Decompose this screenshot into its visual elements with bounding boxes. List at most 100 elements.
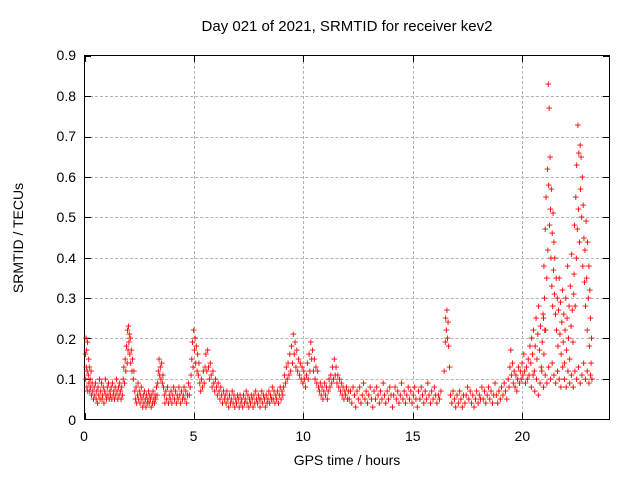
data-point: + xyxy=(168,396,176,410)
data-point: + xyxy=(571,364,579,378)
data-point: + xyxy=(208,380,216,394)
data-point: + xyxy=(231,400,239,414)
data-point: + xyxy=(119,372,127,386)
data-point: + xyxy=(111,380,119,394)
data-point: + xyxy=(477,392,484,406)
data-point: + xyxy=(223,384,231,398)
data-point: + xyxy=(491,376,499,390)
data-point: + xyxy=(234,388,241,402)
data-point: + xyxy=(156,368,163,382)
data-point: + xyxy=(141,384,148,398)
data-point: + xyxy=(383,384,391,398)
data-point: + xyxy=(548,279,556,293)
data-point: + xyxy=(85,352,93,365)
data-point: + xyxy=(348,396,356,410)
data-point: + xyxy=(451,392,458,406)
data-point: + xyxy=(257,392,265,406)
data-point: + xyxy=(344,384,352,398)
data-point: + xyxy=(133,396,141,410)
data-point: + xyxy=(508,368,515,382)
data-point: + xyxy=(105,392,113,406)
data-point: + xyxy=(158,356,165,370)
data-point: + xyxy=(565,331,572,345)
y-gridline xyxy=(85,177,609,178)
data-point: + xyxy=(353,384,361,398)
data-point: + xyxy=(154,376,162,390)
data-point: + xyxy=(436,392,443,406)
data-point: + xyxy=(303,356,311,370)
data-point: + xyxy=(334,368,342,382)
data-point: + xyxy=(138,392,146,406)
data-point: + xyxy=(138,380,145,394)
data-point: + xyxy=(318,380,326,394)
x-gridline xyxy=(412,56,414,419)
x-gridline xyxy=(521,56,523,419)
data-point: + xyxy=(517,372,525,386)
data-point: + xyxy=(517,364,524,378)
data-point: + xyxy=(341,384,349,398)
data-point: + xyxy=(378,392,386,406)
data-point: + xyxy=(89,384,97,398)
y-tick-mark xyxy=(85,56,91,57)
data-point: + xyxy=(244,388,252,402)
data-point: + xyxy=(543,376,551,390)
data-point: + xyxy=(320,384,328,398)
data-point: + xyxy=(343,380,350,394)
data-point: + xyxy=(552,271,560,285)
data-point: + xyxy=(241,392,249,406)
data-point: + xyxy=(269,380,276,394)
y-gridline xyxy=(85,378,609,380)
data-point: + xyxy=(248,392,256,406)
data-point: + xyxy=(533,352,541,365)
data-point: + xyxy=(145,384,152,398)
x-tick-mark xyxy=(521,56,523,62)
data-point: + xyxy=(160,380,167,394)
data-point: + xyxy=(253,392,260,406)
data-point: + xyxy=(100,380,107,394)
data-point: + xyxy=(125,335,133,349)
data-point: + xyxy=(561,323,569,337)
data-point: + xyxy=(96,392,104,406)
data-point: + xyxy=(127,356,134,370)
x-gridline xyxy=(194,56,196,419)
data-point: + xyxy=(122,364,130,378)
data-point: + xyxy=(583,323,591,337)
data-point: + xyxy=(147,392,154,406)
data-point: + xyxy=(92,376,99,390)
data-point: + xyxy=(312,360,320,374)
data-point: + xyxy=(331,368,339,382)
data-point: + xyxy=(136,384,143,398)
x-gridline xyxy=(303,56,305,419)
data-point: + xyxy=(538,335,546,349)
data-point: + xyxy=(552,307,559,321)
data-point: + xyxy=(213,388,221,402)
data-point: + xyxy=(151,396,158,410)
data-point: + xyxy=(319,392,327,406)
data-point: + xyxy=(310,352,318,365)
data-point: + xyxy=(432,388,439,402)
data-point: + xyxy=(281,368,288,382)
data-point: + xyxy=(227,392,235,406)
data-point: + xyxy=(217,380,225,394)
data-point: + xyxy=(502,384,509,398)
data-point: + xyxy=(83,343,91,357)
data-point: + xyxy=(112,388,120,402)
data-point: + xyxy=(584,291,592,305)
data-point: + xyxy=(109,388,117,402)
data-point: + xyxy=(155,364,162,378)
data-point: + xyxy=(415,384,422,398)
data-point: + xyxy=(146,388,154,402)
data-point: + xyxy=(340,392,348,406)
y-tick-label: 0 xyxy=(68,412,76,428)
y-gridline xyxy=(85,217,609,219)
data-point: + xyxy=(83,364,91,378)
data-point: + xyxy=(569,303,576,317)
data-point: + xyxy=(264,392,272,406)
y-gridline xyxy=(85,298,609,299)
data-point: + xyxy=(376,396,383,410)
data-point: + xyxy=(462,388,470,402)
data-point: + xyxy=(166,392,174,406)
data-point: + xyxy=(184,388,191,402)
data-point: + xyxy=(101,384,108,398)
data-point: + xyxy=(496,392,504,406)
